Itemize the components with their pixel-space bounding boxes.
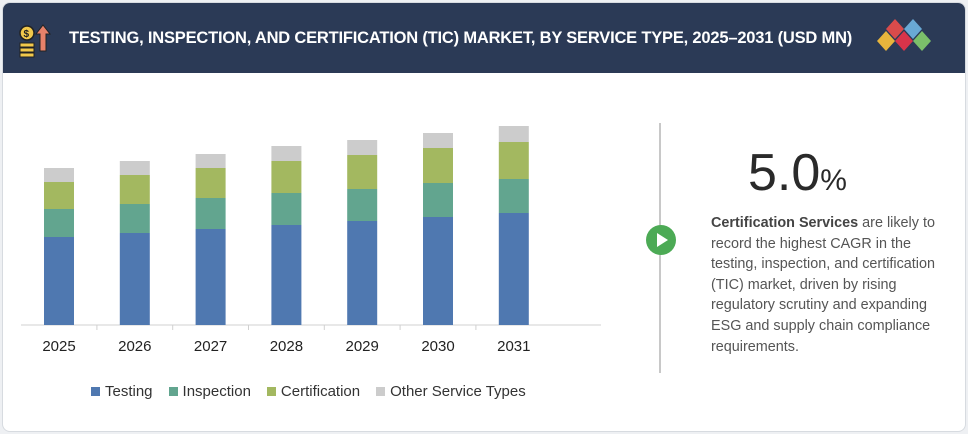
legend: Testing Inspection Certification Other Serv… bbox=[91, 383, 526, 400]
legend-item: Other Service Types bbox=[376, 383, 526, 400]
stacked-bar-chart: 2025 2026 2027 2028 2029 2030 2031 bbox=[21, 126, 601, 355]
legend-label: Certification bbox=[280, 383, 361, 400]
highlight-description: Certification Services are likely to rec… bbox=[711, 213, 951, 357]
bar-inspection-2028 bbox=[271, 193, 302, 225]
bar-certification-2026 bbox=[119, 175, 150, 204]
cagr-value: 5.0% bbox=[748, 143, 847, 203]
legend-label: Inspection bbox=[182, 383, 251, 400]
chart-title: TESTING, INSPECTION, AND CERTIFICATION (… bbox=[69, 29, 853, 47]
cagr-number: 5.0 bbox=[748, 144, 821, 202]
bar-testing-2030 bbox=[423, 217, 453, 325]
bar-certification-2030 bbox=[423, 148, 453, 183]
x-tick-label: 2028 bbox=[270, 338, 303, 355]
legend-item: Testing bbox=[91, 383, 153, 400]
bar-testing-2028 bbox=[271, 225, 302, 325]
legend-label: Other Service Types bbox=[390, 383, 526, 400]
bar-certification-2028 bbox=[271, 161, 302, 193]
bar-other-service-types-2029 bbox=[347, 140, 378, 155]
x-tick-label: 2029 bbox=[346, 338, 379, 355]
legend-swatch bbox=[168, 387, 178, 396]
x-tick-label: 2027 bbox=[194, 338, 227, 355]
legend-swatch bbox=[266, 387, 276, 396]
x-tick-label: 2025 bbox=[42, 338, 75, 355]
bar-inspection-2031 bbox=[498, 179, 529, 213]
x-tick-label: 2031 bbox=[497, 338, 530, 355]
x-tick-label: 2030 bbox=[421, 338, 454, 355]
bar-certification-2027 bbox=[195, 168, 226, 198]
bar-other-service-types-2028 bbox=[271, 146, 302, 161]
bar-certification-2025 bbox=[44, 182, 74, 209]
bar-certification-2029 bbox=[347, 155, 378, 189]
highlight-bold: Certification Services bbox=[711, 215, 859, 231]
x-tick-label: 2026 bbox=[118, 338, 151, 355]
bar-inspection-2026 bbox=[119, 204, 150, 233]
bar-certification-2031 bbox=[498, 142, 529, 179]
bar-inspection-2025 bbox=[44, 209, 74, 237]
svg-text:$: $ bbox=[24, 29, 30, 40]
legend-label: Testing bbox=[105, 383, 153, 400]
money-growth-icon: $ bbox=[19, 24, 52, 58]
bar-testing-2026 bbox=[119, 233, 150, 325]
cagr-unit: % bbox=[820, 164, 847, 197]
legend-item: Certification bbox=[266, 383, 361, 400]
bar-testing-2025 bbox=[44, 237, 74, 325]
legend-swatch bbox=[91, 387, 100, 396]
play-icon bbox=[646, 225, 676, 255]
header: $ TESTING, INSPECTION, AND CERTIFICATION… bbox=[3, 3, 965, 73]
bar-inspection-2029 bbox=[347, 189, 378, 221]
diamond-logo bbox=[877, 19, 931, 51]
legend-swatch bbox=[376, 387, 386, 396]
bar-other-service-types-2030 bbox=[423, 133, 453, 148]
bar-inspection-2027 bbox=[195, 198, 226, 229]
highlight-text: are likely to record the highest CAGR in… bbox=[711, 215, 935, 355]
bar-testing-2031 bbox=[498, 213, 529, 325]
bar-testing-2027 bbox=[195, 229, 226, 325]
bar-other-service-types-2026 bbox=[119, 161, 150, 175]
bar-testing-2029 bbox=[347, 221, 378, 325]
bar-other-service-types-2025 bbox=[44, 168, 74, 182]
bar-other-service-types-2031 bbox=[498, 126, 529, 142]
legend-item: Inspection bbox=[168, 383, 251, 400]
bar-other-service-types-2027 bbox=[195, 154, 226, 168]
bar-inspection-2030 bbox=[423, 183, 453, 217]
